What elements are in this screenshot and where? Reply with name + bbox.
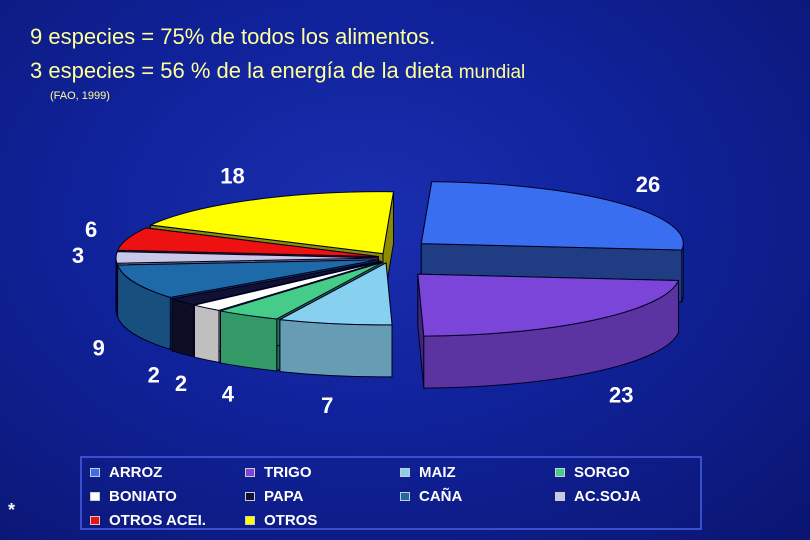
legend-item: OTROS (245, 508, 400, 532)
legend-swatch (245, 515, 255, 525)
pie-value-labels: 26 23 7 4 22 9 36 18 (72, 163, 660, 418)
legend-label: PAPA (264, 487, 304, 505)
exploded-pie-chart: 26 23 7 4 22 9 36 18 (72, 163, 684, 418)
legend-item: SORGO (555, 460, 710, 484)
legend-label: ARROZ (109, 463, 163, 481)
legend-swatch (400, 491, 410, 501)
legend-item: ARROZ (90, 460, 245, 484)
legend-item: OTROS ACEI. (90, 508, 245, 532)
legend-label: OTROS ACEI. (109, 511, 206, 529)
legend-swatch (90, 467, 100, 477)
legend-item: AC.SOJA (555, 484, 710, 508)
legend-item: MAIZ (400, 460, 555, 484)
pie-value-label: 2 (175, 371, 187, 396)
title-line-2-main: 3 especies = 56 % de la energía de la di… (30, 58, 459, 83)
pie-value-label: 23 (609, 383, 633, 408)
pie-value-label: 6 (85, 217, 97, 242)
pie-value-label: 9 (93, 335, 105, 360)
legend-swatch (245, 467, 255, 477)
legend-item: CAÑA (400, 484, 555, 508)
source-citation: (FAO, 1999) (50, 90, 110, 102)
pie-slices-front (116, 259, 680, 389)
legend-label: SORGO (574, 463, 630, 481)
legend-item: PAPA (245, 484, 400, 508)
title-line-2-tail: mundial (458, 62, 526, 83)
legend-label: CAÑA (419, 487, 463, 505)
legend-item: BONIATO (90, 484, 245, 508)
pie-value-label: 2 (148, 363, 160, 388)
pie-value-label: 4 (222, 381, 235, 406)
legend-item: TRIGO (245, 460, 400, 484)
legend-swatch (90, 515, 100, 525)
pie-slice-maiz (278, 262, 393, 378)
legend-label: OTROS (264, 511, 318, 529)
legend-swatch (245, 491, 255, 501)
legend-label: AC.SOJA (574, 487, 641, 505)
legend-label: BONIATO (109, 487, 177, 505)
legend-swatch (555, 467, 565, 477)
pie-slice-trigo (417, 273, 680, 389)
legend-label: MAIZ (419, 463, 456, 481)
legend-swatch (400, 467, 410, 477)
pie-value-label: 7 (321, 393, 333, 418)
footer-asterisk: * (8, 500, 16, 520)
title-line-2: 3 especies = 56 % de la energía de la di… (30, 58, 525, 84)
legend-swatch (555, 491, 565, 501)
legend-swatch (90, 491, 100, 501)
pie-value-label: 3 (72, 243, 84, 268)
pie-value-label: 26 (636, 172, 660, 197)
pie-value-label: 18 (220, 163, 244, 188)
legend-label: TRIGO (264, 463, 312, 481)
title-line-1: 9 especies = 75% de todos los alimentos. (30, 24, 436, 49)
chart-legend: ARROZ TRIGO MAIZ SORGO BONIATO PAPA CAÑA AC.SOJ… (80, 456, 702, 530)
